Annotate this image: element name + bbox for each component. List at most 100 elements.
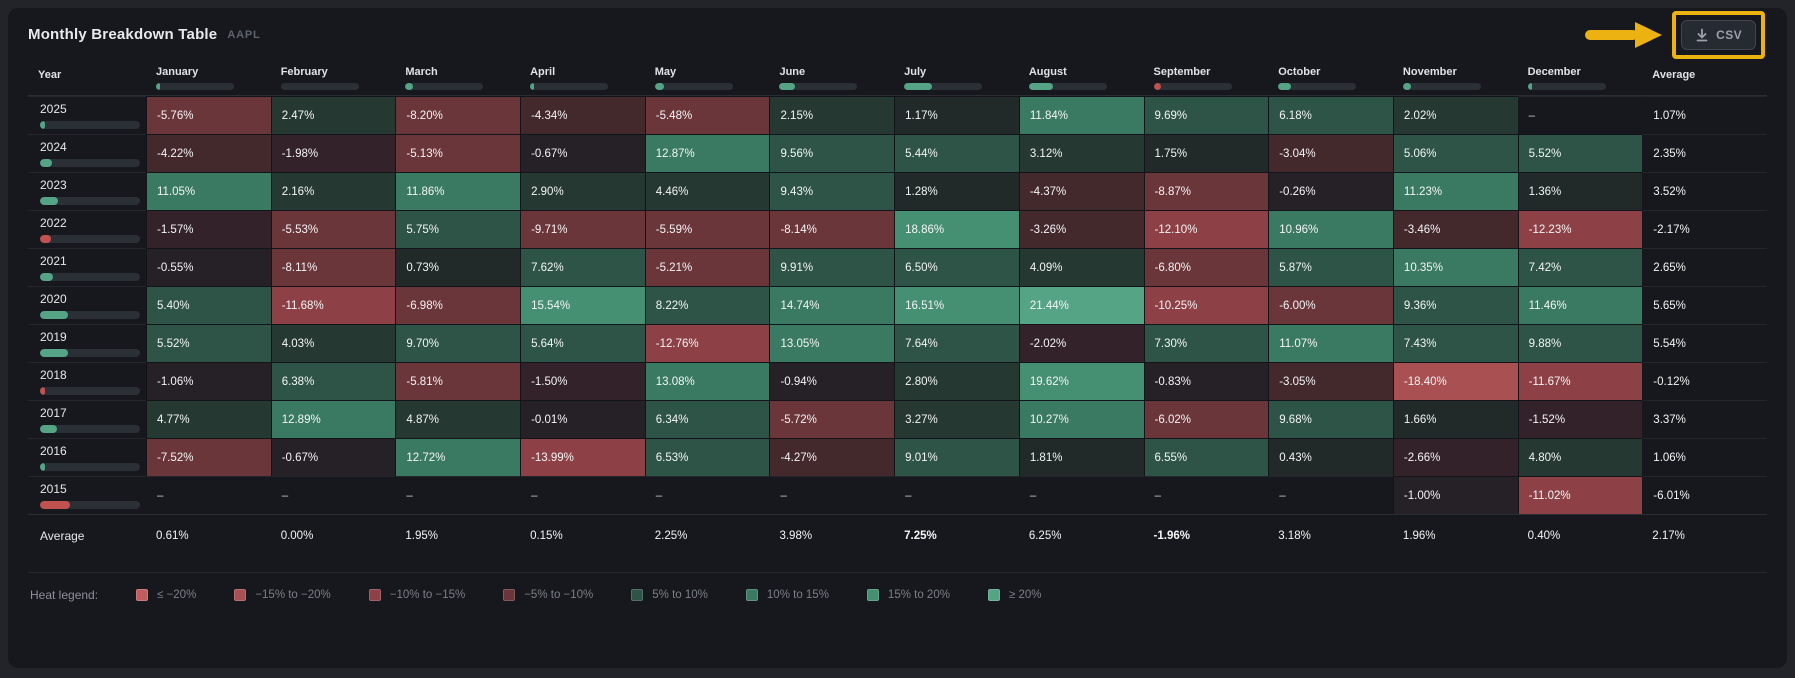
average-cell-september: -1.96% [1153,529,1190,542]
cell-2019-january: 5.52% [146,324,271,362]
cell-2018-january: -1.06% [146,362,271,400]
table-row-2022: 2022 -1.57% -5.53% 5.75% -9.71% -5.59% -8.14% 1… [28,210,1767,248]
cell-2017-november: 1.66% [1392,400,1518,438]
cell-2025-september: 9.69% [1143,96,1269,134]
column-header-july: July [894,60,1019,95]
year-cell-2024: 2024 [28,134,146,172]
cell-2022-march: 5.75% [395,210,521,248]
legend-item-0: ≤ −20% [136,589,196,601]
cell-2023-august: -4.37% [1018,172,1144,210]
cell-2016-march: 12.72% [395,438,521,476]
cell-2022-august: -3.26% [1018,210,1144,248]
cell-2025-august: 11.84% [1018,96,1144,134]
cell-2024-august: 3.12% [1018,134,1144,172]
cell-2020-may: 8.22% [644,286,770,324]
cell-2025-march: -8.20% [395,96,521,134]
cell-2021-april: 7.62% [520,248,645,286]
csv-annotation-zone: CSV [1582,11,1765,59]
annotation-highlight-box: CSV [1672,11,1765,59]
cell-2021-september: -6.80% [1143,248,1269,286]
column-trend-bar-december [1527,83,1606,90]
cell-2020-august: 21.44% [1018,286,1144,324]
year-label: 2022 [40,216,67,230]
card-header: Monthly Breakdown Table AAPL CSV [28,8,1767,60]
cell-2018-august: 19.62% [1018,362,1144,400]
year-trend-bar [40,159,140,167]
cell-2022-april: -9.71% [520,210,645,248]
cell-2019-april: 5.64% [520,324,645,362]
cell-2015-may: – [644,476,770,514]
cell-2019-november: 7.43% [1392,324,1518,362]
average-cell-july: 7.25% [904,529,937,542]
year-trend-bar [40,273,140,281]
cell-2017-july: 3.27% [894,400,1019,438]
average-cell-december: 0.40% [1527,529,1561,542]
cell-2020-average: 5.65% [1642,286,1767,324]
year-trend-bar [40,121,140,129]
column-trend-bar-november [1402,83,1481,90]
column-header-label: March [405,66,438,78]
csv-download-button[interactable]: CSV [1681,20,1756,50]
cell-2015-april: – [520,476,645,514]
cell-2023-september: -8.87% [1143,172,1269,210]
legend-item-1: −15% to −20% [234,589,331,601]
cell-2015-august: – [1018,476,1144,514]
cell-2018-march: -5.81% [395,362,521,400]
table-row-2025: 2025 -5.76% 2.47% -8.20% -4.34% -5.48% 2.15% 1.… [28,96,1767,134]
cell-2024-november: 5.06% [1392,134,1518,172]
cell-2024-october: -3.04% [1268,134,1393,172]
cell-2017-december: -1.52% [1517,400,1643,438]
legend-item-2: −10% to −15% [368,589,465,601]
cell-2023-april: 2.90% [520,172,645,210]
column-header-may: May [645,60,770,95]
cell-2022-september: -12.10% [1143,210,1269,248]
cell-2017-june: -5.72% [769,400,895,438]
cell-2023-average: 3.52% [1642,172,1767,210]
column-header-september: September [1144,60,1269,95]
average-cell-overall: 2.17% [1652,529,1685,542]
legend-item-7: ≥ 20% [987,589,1042,601]
column-trend-bar-september [1153,83,1232,90]
year-label: 2016 [40,444,67,458]
cell-2022-december: -12.23% [1517,210,1643,248]
table-row-2024: 2024 -4.22% -1.98% -5.13% -0.67% 12.87% 9.56% 5… [28,134,1767,172]
cell-2024-june: 9.56% [769,134,895,172]
download-icon [1696,28,1708,42]
symbol-badge: AAPL [227,29,261,41]
legend-item-label: −15% to −20% [255,589,331,601]
column-header-label: August [1028,66,1067,78]
legend-item-3: −5% to −10% [503,589,593,601]
cell-2018-september: -0.83% [1143,362,1269,400]
column-header-june: June [769,60,894,95]
cell-2020-october: -6.00% [1268,286,1393,324]
cell-2019-march: 9.70% [395,324,521,362]
legend-item-label: ≥ 20% [1008,589,1042,601]
cell-2020-july: 16.51% [894,286,1019,324]
year-cell-2016: 2016 [28,438,146,476]
cell-2018-february: 6.38% [270,362,396,400]
cell-2016-april: -13.99% [520,438,645,476]
legend-swatch [745,589,758,601]
cell-2024-december: 5.52% [1517,134,1643,172]
cell-2018-december: -11.67% [1517,362,1643,400]
cell-2020-december: 11.46% [1517,286,1643,324]
column-trend-bar-may [654,83,733,90]
column-trend-bar-august [1028,83,1107,90]
cell-2024-september: 1.75% [1143,134,1269,172]
column-trend-bar-october [1278,83,1357,90]
cell-2018-november: -18.40% [1392,362,1518,400]
legend-item-label: 15% to 20% [887,589,950,601]
cell-2020-february: -11.68% [270,286,396,324]
cell-2023-may: 4.46% [644,172,770,210]
cell-2024-april: -0.67% [520,134,645,172]
cell-2025-december: – [1517,96,1643,134]
year-cell-2019: 2019 [28,324,146,362]
cell-2023-july: 1.28% [894,172,1019,210]
cell-2019-september: 7.30% [1143,324,1269,362]
column-header-january: January [146,60,271,95]
year-label: 2023 [40,178,67,192]
year-cell-2018: 2018 [28,362,146,400]
legend-item-label: 5% to 10% [652,589,708,601]
cell-2023-november: 11.23% [1392,172,1518,210]
column-header-december: December [1518,60,1643,95]
